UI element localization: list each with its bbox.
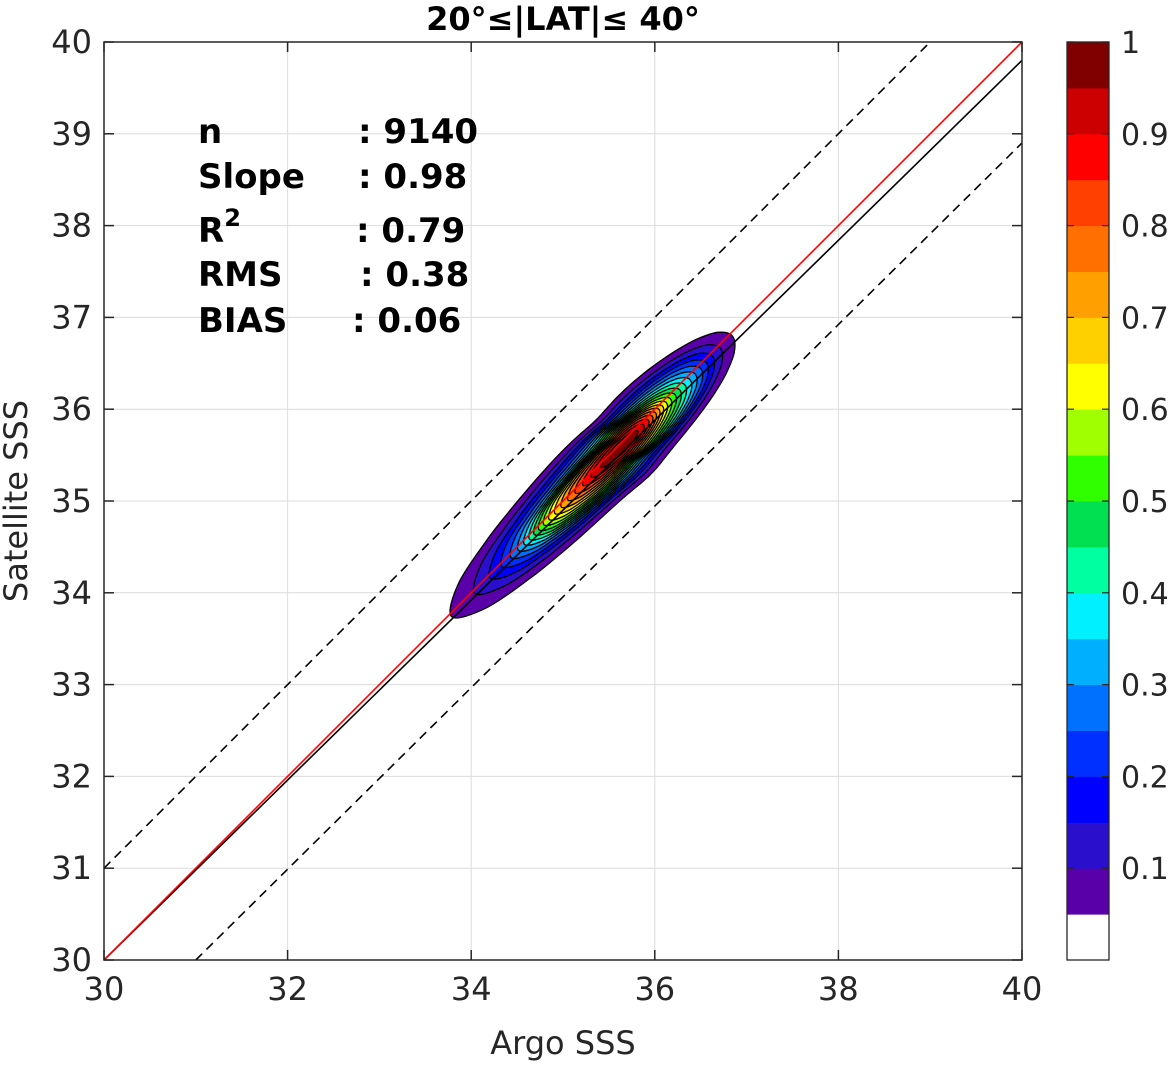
stat-value: : 0.98 xyxy=(358,157,467,197)
stat-value: : 0.38 xyxy=(360,255,469,295)
colorbar-swatch xyxy=(1067,179,1109,227)
x-tick-label: 32 xyxy=(267,970,308,1008)
colorbar-swatch xyxy=(1067,409,1109,456)
stat-label: Slope xyxy=(198,157,305,197)
y-tick-label: 35 xyxy=(51,482,92,520)
x-axis-label: Argo SSS xyxy=(490,1024,635,1062)
chart-title: 20°≤|LAT|≤ 40° xyxy=(426,0,700,39)
y-tick-label: 36 xyxy=(51,390,92,428)
colorbar-tick-label: 0.6 xyxy=(1121,393,1169,428)
colorbar-swatch xyxy=(1067,638,1109,686)
x-tick-label: 30 xyxy=(84,970,125,1008)
y-tick-label: 33 xyxy=(51,666,92,704)
stat-value: : 9140 xyxy=(358,112,478,152)
colorbar-swatch xyxy=(1067,730,1109,777)
y-tick-label: 30 xyxy=(51,941,92,979)
upper-bound-dashed-line xyxy=(104,42,932,869)
colorbar-swatch xyxy=(1067,317,1109,364)
colorbar-swatch xyxy=(1067,133,1109,181)
y-tick-label: 39 xyxy=(51,115,92,153)
colorbar-swatch xyxy=(1067,684,1109,731)
x-tick-label: 34 xyxy=(451,970,492,1008)
colorbar-swatch xyxy=(1067,914,1109,961)
stat-label: RMS xyxy=(198,255,283,295)
colorbar: 1 0.9 0.8 0.7 0.6 0.5 0.4 0.3 0.2 0.1 xyxy=(1066,26,1169,961)
y-axis-label: Satellite SSS xyxy=(0,400,35,602)
colorbar-swatch xyxy=(1067,363,1109,410)
grid xyxy=(103,41,1023,961)
colorbar-tick-label: 1 xyxy=(1121,26,1140,61)
colorbar-swatch xyxy=(1067,87,1109,135)
colorbar-tick-label: 0.7 xyxy=(1121,301,1169,336)
y-tick-label: 34 xyxy=(51,574,92,612)
colorbar-swatch xyxy=(1067,42,1109,89)
stat-superscript: 2 xyxy=(224,204,241,232)
y-tick-label: 40 xyxy=(51,23,92,61)
colorbar-swatch xyxy=(1067,592,1109,640)
colorbar-swatch xyxy=(1067,501,1109,548)
axis-ticks: 30 32 34 36 38 40 30 31 32 33 34 35 36 37 38 39 40 xyxy=(51,23,1042,1008)
colorbar-swatch xyxy=(1067,822,1109,869)
reference-lines xyxy=(104,42,1022,960)
colorbar-swatch xyxy=(1067,271,1109,318)
colorbar-swatch xyxy=(1067,546,1109,594)
colorbar-tick-label: 0.4 xyxy=(1121,577,1169,612)
stats-box: n : 9140 Slope : 0.98 R2 : 0.79 RMS : 0.38 BIAS:… xyxy=(198,112,478,341)
x-tick-label: 40 xyxy=(1002,970,1043,1008)
colorbar-tick-label: 0.8 xyxy=(1121,210,1169,245)
colorbar-tick-label: 0.1 xyxy=(1121,852,1169,887)
colorbar-tick-label: 0.9 xyxy=(1121,118,1169,153)
colorbar-tick-label: 0.2 xyxy=(1121,760,1169,795)
stat-value: : 0.79 xyxy=(356,211,465,251)
y-tick-label: 37 xyxy=(51,298,92,336)
x-tick-label: 38 xyxy=(818,970,859,1008)
stat-label: R2 xyxy=(198,204,241,251)
lower-bound-dashed-line xyxy=(195,142,1022,960)
colorbar-swatch xyxy=(1067,868,1109,915)
y-tick-label: 32 xyxy=(51,757,92,795)
y-tick-label: 31 xyxy=(51,849,92,887)
one-to-one-line xyxy=(104,42,1022,960)
regression-line xyxy=(104,59,1022,960)
stat-value: : 0.06 xyxy=(352,301,461,341)
stat-label: BIAS xyxy=(198,301,287,341)
y-tick-label: 38 xyxy=(51,207,92,245)
colorbar-tick-label: 0.5 xyxy=(1121,485,1169,520)
colorbar-swatch xyxy=(1067,455,1109,502)
colorbar-swatch xyxy=(1067,776,1109,823)
stat-label: n xyxy=(198,112,222,152)
colorbar-swatch xyxy=(1067,225,1109,272)
density-contours xyxy=(449,331,736,619)
x-tick-label: 36 xyxy=(634,970,675,1008)
colorbar-tick-label: 0.3 xyxy=(1121,669,1169,704)
